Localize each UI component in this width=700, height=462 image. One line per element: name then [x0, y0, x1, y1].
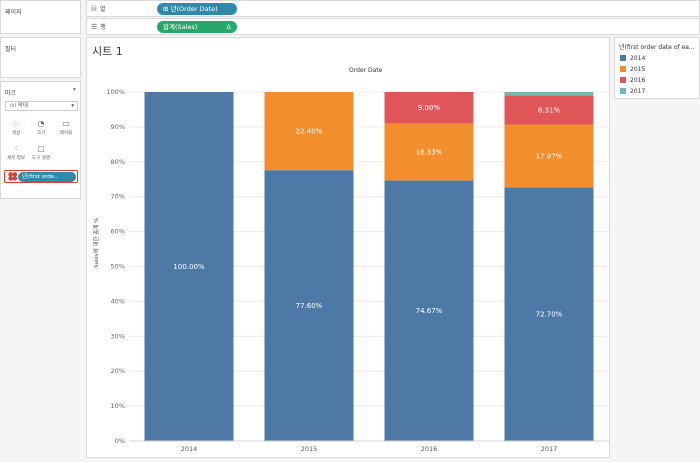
- marks-collapse-icon[interactable]: ▾: [72, 86, 76, 93]
- color-button[interactable]: ⁘ 색상: [5, 118, 27, 140]
- y-tick-label: 50%: [111, 263, 125, 271]
- bar-segment[interactable]: [504, 124, 594, 188]
- y-tick-label: 20%: [111, 367, 125, 375]
- left-column: 페이지 필터 마크 ▾ ılıl 막대 ▾ ⁘ 색상 ◔ 크기 ▭ 레이블 ⁖ …: [0, 0, 82, 462]
- date-field-icon: ⊞: [163, 5, 171, 13]
- bar-segment[interactable]: [504, 187, 594, 441]
- x-tick-label: 2015: [301, 445, 318, 453]
- filters-panel[interactable]: 필터: [0, 37, 81, 78]
- chart-column-header: Order Date: [349, 67, 383, 74]
- detail-button-label: 세부 정보: [7, 156, 25, 161]
- tooltip-icon: ▢: [37, 144, 45, 153]
- legend-label: 2015: [630, 66, 646, 73]
- detail-icon: ⁖: [13, 144, 19, 153]
- bar-segment[interactable]: [384, 123, 474, 181]
- color-field-pill[interactable]: ●● ●● 년(first orde..: [4, 170, 78, 183]
- bar-chart-icon: ılıl: [10, 103, 18, 109]
- bar-segment[interactable]: [264, 170, 354, 441]
- legend-item[interactable]: 2014: [620, 55, 645, 62]
- legend-label: 2014: [630, 55, 646, 62]
- x-tick-label: 2014: [181, 445, 198, 453]
- data-label: 77.60%: [296, 302, 323, 310]
- bar-segment[interactable]: [504, 92, 594, 96]
- columns-pill-label: 년(Order Date): [170, 5, 218, 13]
- legend-swatch: [620, 66, 626, 72]
- columns-icon: iii: [91, 5, 97, 13]
- rows-icon: ☰: [91, 23, 98, 31]
- label-button[interactable]: ▭ 레이블: [55, 118, 77, 140]
- data-label: 16.33%: [416, 148, 443, 156]
- data-label: 8.31%: [538, 107, 561, 115]
- x-tick-label: 2016: [421, 445, 438, 453]
- marks-panel: 마크 ▾ ılıl 막대 ▾ ⁘ 색상 ◔ 크기 ▭ 레이블 ⁖ 세부 정보 ▢…: [0, 81, 81, 199]
- data-label: 22.40%: [296, 128, 323, 136]
- y-tick-label: 0%: [115, 437, 125, 445]
- x-tick-label: 2017: [541, 445, 558, 453]
- label-icon: ▭: [62, 119, 70, 128]
- legend-title: 년(first order date of ea...: [619, 44, 695, 51]
- columns-shelf-label: iii 열: [91, 5, 106, 13]
- mark-type-value: 막대: [17, 103, 28, 109]
- y-tick-label: 90%: [111, 123, 125, 131]
- mark-type-dropdown[interactable]: ılıl 막대 ▾: [5, 101, 78, 111]
- table-calc-delta-icon: Δ: [226, 23, 231, 31]
- bar-segment[interactable]: [264, 92, 354, 171]
- y-tick-label: 100%: [106, 88, 125, 96]
- legend-swatch: [620, 77, 626, 83]
- stacked-bar-chart: 0% 10% 20% 30% 40% 50% 60% 70% 80% 90% 100% 100.00%…: [106, 88, 609, 453]
- tooltip-button-label: 도구 설명: [32, 156, 50, 161]
- bar-segment[interactable]: [384, 180, 474, 441]
- legend-item[interactable]: 2017: [620, 88, 645, 95]
- worksheet-view: 시트 1 Order Date Sales에 대한 총계 % 0% 10% 20% 3…: [86, 37, 610, 458]
- bar-segment[interactable]: [504, 95, 594, 125]
- bar-segment[interactable]: [144, 92, 234, 441]
- bar-segment[interactable]: [384, 92, 474, 124]
- legend-label: 2017: [630, 88, 646, 95]
- legend-swatch: [620, 88, 626, 94]
- y-tick-label: 60%: [111, 228, 125, 236]
- legend-label: 2016: [630, 77, 646, 84]
- y-tick-label: 40%: [111, 297, 125, 305]
- color-field-label: 년(first orde..: [18, 172, 76, 182]
- size-button[interactable]: ◔ 크기: [30, 118, 52, 140]
- y-tick-label: 30%: [111, 332, 125, 340]
- y-tick-label: 10%: [111, 402, 125, 410]
- pages-title: 페이지: [5, 9, 22, 16]
- y-tick-label: 70%: [111, 193, 125, 201]
- sheet-title: 시트 1: [92, 45, 123, 58]
- pages-panel[interactable]: 페이지: [0, 0, 81, 34]
- legend-item[interactable]: 2015: [620, 66, 645, 73]
- color-legend[interactable]: 년(first order date of ea... 2014 2015 20…: [614, 37, 700, 99]
- data-label: 72.70%: [536, 311, 563, 319]
- size-button-label: 크기: [36, 131, 46, 136]
- columns-pill[interactable]: ⊞ 년(Order Date): [157, 3, 237, 15]
- size-icon: ◔: [37, 119, 45, 128]
- marks-title: 마크: [5, 90, 17, 97]
- color-dots-icon: ●● ●●: [8, 171, 18, 182]
- rows-shelf[interactable]: ☰ 행 합계(Sales) Δ: [86, 18, 700, 35]
- rows-pill[interactable]: 합계(Sales) Δ: [157, 21, 237, 33]
- data-label: 9.00%: [418, 104, 441, 112]
- filters-title: 필터: [5, 46, 17, 53]
- chevron-down-icon: ▾: [71, 103, 74, 109]
- y-tick-label: 80%: [111, 158, 125, 166]
- rows-shelf-label: ☰ 행: [91, 23, 106, 31]
- data-label: 100.00%: [173, 263, 204, 271]
- data-label: 74.67%: [416, 307, 443, 315]
- color-dots-icon: ⁘: [12, 119, 20, 128]
- color-button-label: 색상: [11, 131, 21, 136]
- legend-swatch: [620, 55, 626, 61]
- legend-item[interactable]: 2016: [620, 77, 645, 84]
- label-button-label: 레이블: [59, 131, 73, 136]
- rows-pill-label: 합계(Sales): [163, 23, 198, 31]
- detail-button[interactable]: ⁖ 세부 정보: [5, 143, 27, 165]
- tooltip-button[interactable]: ▢ 도구 설명: [30, 143, 52, 165]
- columns-shelf[interactable]: iii 열 ⊞ 년(Order Date): [86, 0, 700, 17]
- data-label: 17.97%: [536, 152, 563, 160]
